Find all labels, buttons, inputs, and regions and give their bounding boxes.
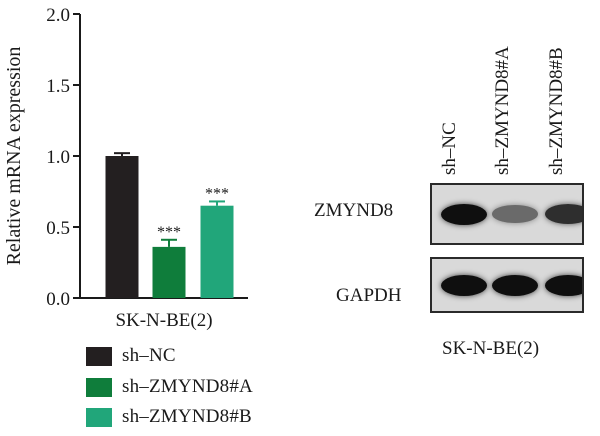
blot-row-label: ZMYND8 bbox=[314, 200, 394, 221]
legend-swatch bbox=[86, 377, 112, 397]
legend-swatch bbox=[86, 346, 112, 366]
blot-band bbox=[441, 274, 487, 296]
legend-item: sh–ZMYND8#A bbox=[86, 374, 253, 400]
legend-label: sh–NC bbox=[122, 345, 176, 366]
legend-item: sh–NC bbox=[86, 343, 176, 369]
blot-lane-label: sh–ZMYND8#B bbox=[546, 47, 567, 175]
blot-cell-line-label: SK-N-BE(2) bbox=[442, 338, 540, 359]
blot-band bbox=[545, 204, 582, 224]
significance-label: *** bbox=[205, 185, 229, 202]
blot-lane-label: sh–NC bbox=[439, 122, 460, 175]
y-axis-title: Relative mRNA expression bbox=[3, 47, 25, 266]
legend-item: sh–ZMYND8#B bbox=[86, 404, 252, 430]
blot-panel bbox=[430, 183, 584, 245]
y-tick-label: 2.0 bbox=[46, 5, 70, 26]
y-tick-label: 0.0 bbox=[46, 289, 70, 310]
y-tick-label: 1.0 bbox=[46, 147, 70, 168]
blot-row-label: GAPDH bbox=[336, 285, 402, 306]
legend-label: sh–ZMYND8#A bbox=[122, 376, 253, 397]
bar-2 bbox=[152, 246, 186, 298]
blot-band bbox=[545, 274, 582, 296]
blot-lane-label: sh–ZMYND8#A bbox=[492, 46, 513, 175]
legend-label: sh–ZMYND8#B bbox=[122, 406, 252, 427]
blot-band bbox=[441, 203, 487, 225]
blot-band bbox=[492, 205, 538, 223]
bar-1 bbox=[105, 156, 139, 298]
y-tick-label: 1.5 bbox=[46, 76, 70, 97]
y-tick-label: 0.5 bbox=[46, 218, 70, 239]
legend-swatch bbox=[86, 407, 112, 427]
bar-3 bbox=[200, 205, 234, 298]
blot-band bbox=[492, 274, 538, 296]
blot-panel bbox=[430, 257, 584, 313]
x-axis-title: SK-N-BE(2) bbox=[115, 310, 212, 331]
significance-label: *** bbox=[157, 224, 181, 241]
